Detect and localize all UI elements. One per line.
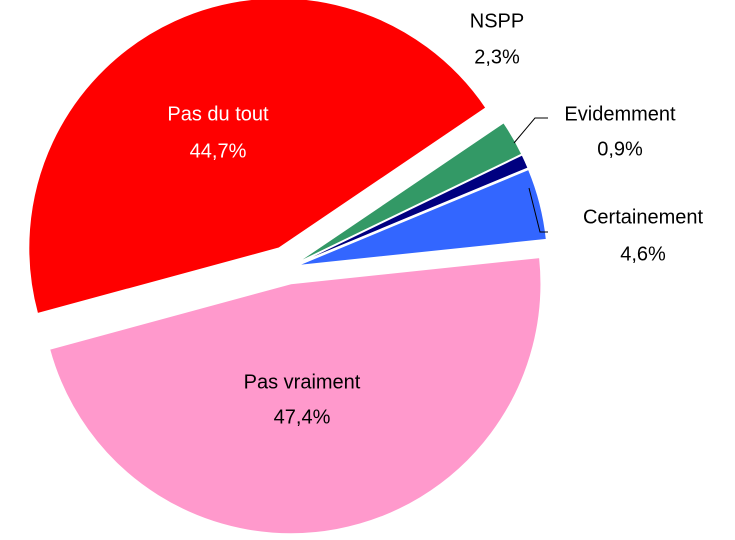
leader-line <box>528 187 548 233</box>
leader-line <box>513 117 548 144</box>
slice-value-label: 44,7% <box>190 140 247 162</box>
slice-label: Certainement <box>583 206 704 228</box>
pie-slice <box>296 154 529 265</box>
pie-slice <box>49 257 542 535</box>
slice-value-label: 4,6% <box>620 243 666 265</box>
pie-slice <box>28 0 487 315</box>
slice-label: NSPP <box>470 10 524 32</box>
slice-value-label: 2,3% <box>474 46 520 68</box>
pie-slice <box>296 122 523 264</box>
slice-label: Evidemment <box>564 103 676 125</box>
pie-slice <box>297 168 547 267</box>
slice-label: Pas vraiment <box>244 371 361 393</box>
slice-label: Pas du tout <box>167 103 269 125</box>
slice-value-label: 0,9% <box>597 138 643 160</box>
slice-value-label: 47,4% <box>274 406 331 428</box>
